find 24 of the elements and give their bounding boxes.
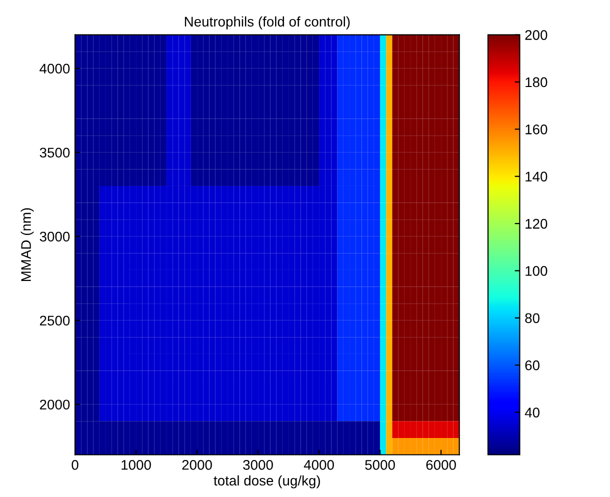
x-tick-label: 5000	[365, 460, 395, 470]
x-tick-label: 3000	[243, 460, 273, 470]
y-tick-label: 2000	[40, 400, 70, 410]
x-axis-title: total dose (ug/kg)	[214, 475, 320, 488]
color-bar-label: 40	[524, 408, 540, 418]
color-bar-label: 160	[526, 124, 548, 134]
color-bar-label: 80	[525, 313, 540, 324]
x-tick-label: 6000	[426, 460, 456, 470]
y-tick-label: 3000	[40, 232, 70, 242]
color-bar-label: 140	[526, 172, 548, 182]
color-bar-label: 60	[525, 360, 540, 370]
color-bar-label: 180	[526, 77, 548, 88]
y-axis-title: MMAD (nm)	[20, 208, 34, 282]
x-tick-label: 4000	[304, 460, 334, 470]
color-bar-label: 200	[525, 30, 548, 40]
y-tick-label: 4000	[40, 64, 70, 74]
chart-title: Neutrophils (fold of control)	[184, 16, 350, 30]
x-tick-label: 2000	[182, 460, 212, 470]
x-tick-label: 1000	[122, 460, 151, 470]
color-bar-label: 120	[526, 218, 548, 229]
color-bar-label: 100	[526, 266, 548, 276]
x-tick-label: 0	[72, 460, 78, 470]
y-tick-label: 3500	[40, 148, 70, 158]
y-tick-label: 2500	[40, 316, 70, 326]
